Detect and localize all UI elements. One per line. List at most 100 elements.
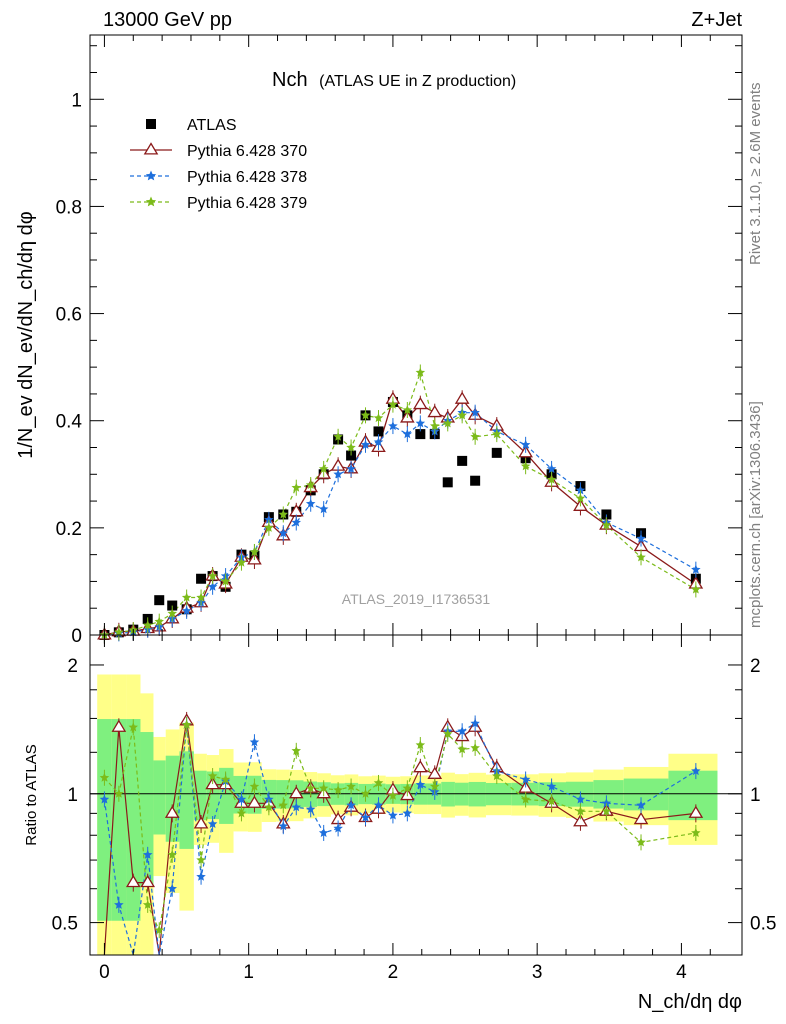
analysis-watermark: ATLAS_2019_I1736531 xyxy=(342,591,491,607)
data-point-pythia378 xyxy=(278,528,288,538)
y-tick-label: 1 xyxy=(71,90,82,111)
legend-marker-star xyxy=(145,170,157,181)
ratio-point-pythia379 xyxy=(546,796,557,806)
data-point-pythia379 xyxy=(318,463,329,473)
ratio-point-pythia378 xyxy=(457,726,467,736)
legend-marker-triangle xyxy=(143,142,159,155)
data-point-pythia379 xyxy=(207,571,218,581)
header-right: Z+Jet xyxy=(691,9,742,31)
ratio-point-pythia378 xyxy=(167,883,177,893)
ratio-point-pythia379 xyxy=(291,745,301,755)
legend-label: Pythia 6.428 378 xyxy=(187,169,307,186)
ratio-y-axis-label: Ratio to ATLAS xyxy=(23,744,40,845)
ratio-point-pythia379 xyxy=(636,837,646,847)
data-point-atlas xyxy=(167,600,178,611)
ratio-point-pythia379 xyxy=(181,719,192,729)
ratio-point-pythia378 xyxy=(691,766,701,776)
ratio-point-pythia379 xyxy=(575,806,586,816)
data-point-pythia379 xyxy=(291,482,301,492)
header-left: 13000 GeV pp xyxy=(103,9,232,31)
ratio-point-pythia378 xyxy=(415,779,426,789)
ratio-point-pythia379 xyxy=(220,774,231,784)
y-tick-label: 0.8 xyxy=(56,197,82,218)
stat-uncertainty-band xyxy=(140,732,154,887)
ratio-point-pythia378 xyxy=(142,849,153,859)
data-point-pythia379 xyxy=(691,584,701,594)
ratio-point-pythia378 xyxy=(360,812,371,822)
data-point-pythia379 xyxy=(249,547,260,556)
legend: ATLAS Pythia 6.428 370 Pythia 6.428 378 Pyt… xyxy=(130,117,307,212)
data-point-pythia378 xyxy=(546,463,557,473)
ratio-point-pythia370 xyxy=(125,874,141,888)
stat-uncertainty-band xyxy=(97,719,112,921)
ratio-point-pythia370 xyxy=(140,874,156,888)
data-point-pythia378 xyxy=(291,517,301,527)
ratio-point-pythia378 xyxy=(575,794,586,804)
ratio-y-tick-label: 1 xyxy=(67,785,78,806)
x-tick-label: 4 xyxy=(676,962,687,983)
data-point-pythia379 xyxy=(546,474,557,484)
ratio-point-pythia378 xyxy=(99,794,110,804)
legend-label: Pythia 6.428 370 xyxy=(187,143,307,160)
data-point-pythia378 xyxy=(333,469,343,479)
ratio-point-pythia378 xyxy=(278,821,288,831)
data-point-atlas xyxy=(373,426,384,437)
ratio-point-pythia379 xyxy=(346,781,356,791)
ratio-point-pythia379 xyxy=(207,771,218,781)
ratio-point-pythia378 xyxy=(470,718,480,728)
ratio-point-pythia379 xyxy=(373,778,384,787)
stat-uncertainty-band xyxy=(623,778,669,811)
x-tick-label: 0 xyxy=(99,962,110,983)
data-point-atlas xyxy=(154,595,165,606)
legend-marker-atlas xyxy=(146,119,156,129)
y-tick-label: 0 xyxy=(71,626,82,647)
data-point-pythia370 xyxy=(427,404,443,418)
ratio-point-pythia378 xyxy=(346,800,356,810)
data-point-pythia379 xyxy=(114,627,124,637)
ratio-y-tick-label-right: 2 xyxy=(750,656,761,677)
ratio-point-pythia379 xyxy=(99,772,110,782)
ratio-point-pythia378 xyxy=(249,737,260,747)
ratio-point-pythia378 xyxy=(207,819,218,828)
ratio-point-pythia379 xyxy=(470,742,480,752)
ratio-y-tick-label: 2 xyxy=(67,656,78,677)
stat-uncertainty-band xyxy=(111,719,127,921)
data-point-pythia378 xyxy=(207,581,218,591)
data-point-pythia378 xyxy=(575,485,586,495)
ratio-point-pythia379 xyxy=(154,925,164,935)
data-point-pythia379 xyxy=(142,620,153,630)
data-point-pythia379 xyxy=(470,431,480,441)
data-point-pythia379 xyxy=(333,431,343,441)
data-point-pythia379 xyxy=(430,421,440,431)
ratio-point-pythia379 xyxy=(360,788,371,798)
y-tick-label: 0.6 xyxy=(56,305,82,326)
data-point-pythia378 xyxy=(318,504,329,514)
ratio-point-pythia378 xyxy=(546,781,557,791)
data-point-pythia379 xyxy=(154,616,164,626)
x-tick-label: 3 xyxy=(532,962,543,983)
ratio-point-pythia379 xyxy=(520,794,531,804)
stat-uncertainty-band xyxy=(276,780,290,809)
data-point-pythia378 xyxy=(470,407,480,417)
ratio-point-pythia379 xyxy=(457,744,467,754)
data-point-pythia379 xyxy=(636,552,646,562)
data-point-atlas xyxy=(196,573,207,584)
ratio-point-pythia379 xyxy=(196,855,206,865)
stat-uncertainty-band xyxy=(126,719,141,921)
data-point-pythia378 xyxy=(181,605,192,615)
axis-ticks: 0 1 2 3 4 0 0.2 0.4 0.6 0.8 1 0.5 0.5 1 1 2 2 xyxy=(52,35,776,983)
ratio-point-pythia370 xyxy=(247,795,262,808)
stat-uncertainty-band xyxy=(153,760,166,835)
data-point-pythia378 xyxy=(691,564,701,574)
ratio-y-tick-label-right: 0.5 xyxy=(750,914,776,935)
ratio-point-pythia378 xyxy=(402,808,413,818)
ratio-point-pythia379 xyxy=(402,783,413,793)
ratio-point-pythia370 xyxy=(633,811,649,825)
data-point-pythia379 xyxy=(443,418,453,428)
ratio-point-pythia370 xyxy=(164,805,180,818)
data-point-pythia379 xyxy=(457,410,467,420)
ratio-point-pythia379 xyxy=(430,781,440,791)
ratio-point-pythia378 xyxy=(333,823,343,833)
ratio-point-pythia379 xyxy=(601,806,612,816)
